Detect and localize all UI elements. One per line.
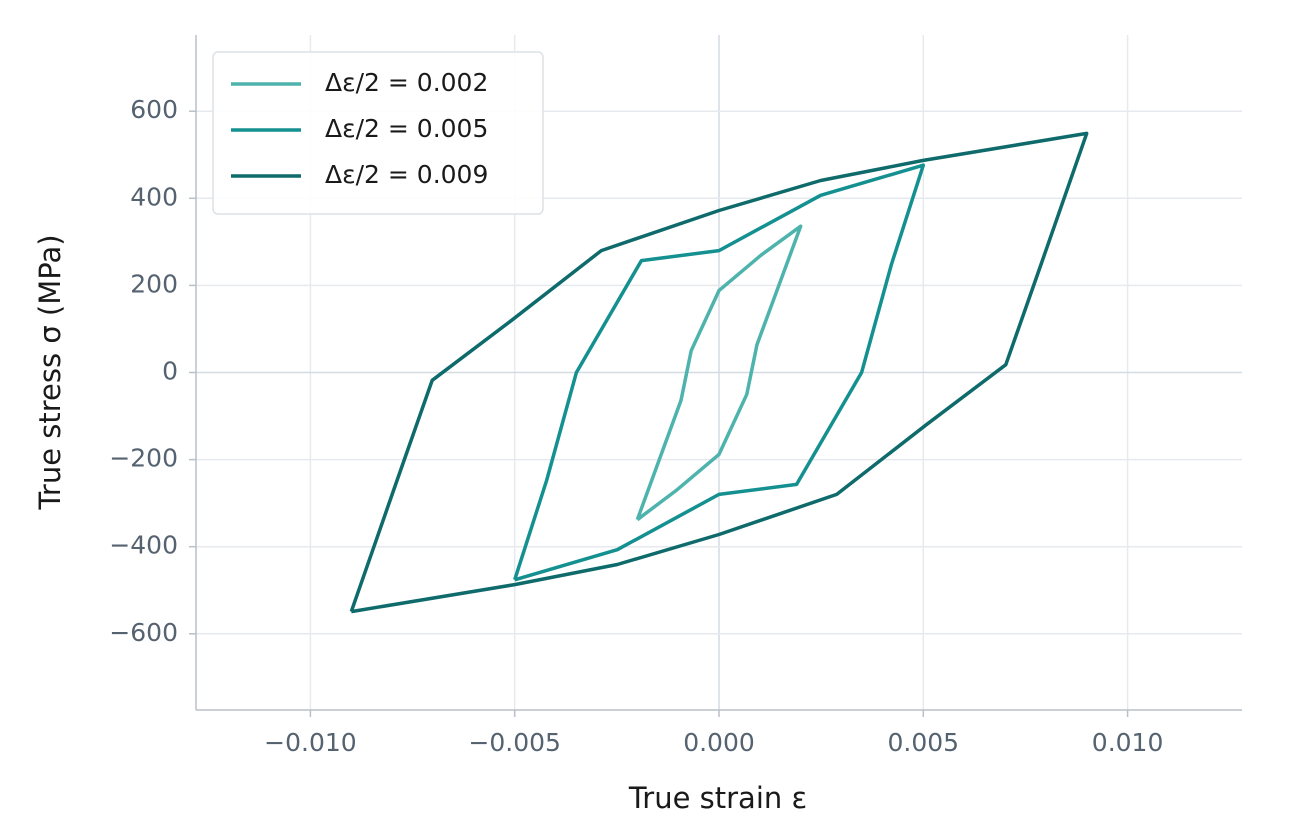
legend-label: Δε/2 = 0.002: [325, 68, 488, 97]
x-tick-label: 0.005: [888, 728, 960, 757]
y-tick-label: 600: [130, 95, 178, 124]
y-tick-label: 200: [130, 269, 178, 298]
y-tick-label: −400: [109, 531, 178, 560]
y-axis-label: True stress σ (MPa): [33, 234, 67, 510]
legend-label: Δε/2 = 0.009: [325, 160, 488, 189]
x-tick-label: 0.000: [683, 728, 755, 757]
x-tick-label: 0.010: [1092, 728, 1164, 757]
x-tick-label: −0.005: [468, 728, 561, 757]
legend-label: Δε/2 = 0.005: [325, 114, 488, 143]
series-line: [513, 163, 926, 582]
y-tick-label: 400: [130, 182, 178, 211]
y-tick-label: −600: [109, 618, 178, 647]
series-line: [635, 224, 803, 522]
x-axis-label: True strain ε: [628, 781, 807, 815]
y-tick-label: 0: [162, 357, 178, 386]
series-line: [349, 131, 1089, 614]
legend-box: [212, 51, 544, 215]
x-tick-label: −0.010: [264, 728, 357, 757]
y-tick-label: −200: [109, 444, 178, 473]
